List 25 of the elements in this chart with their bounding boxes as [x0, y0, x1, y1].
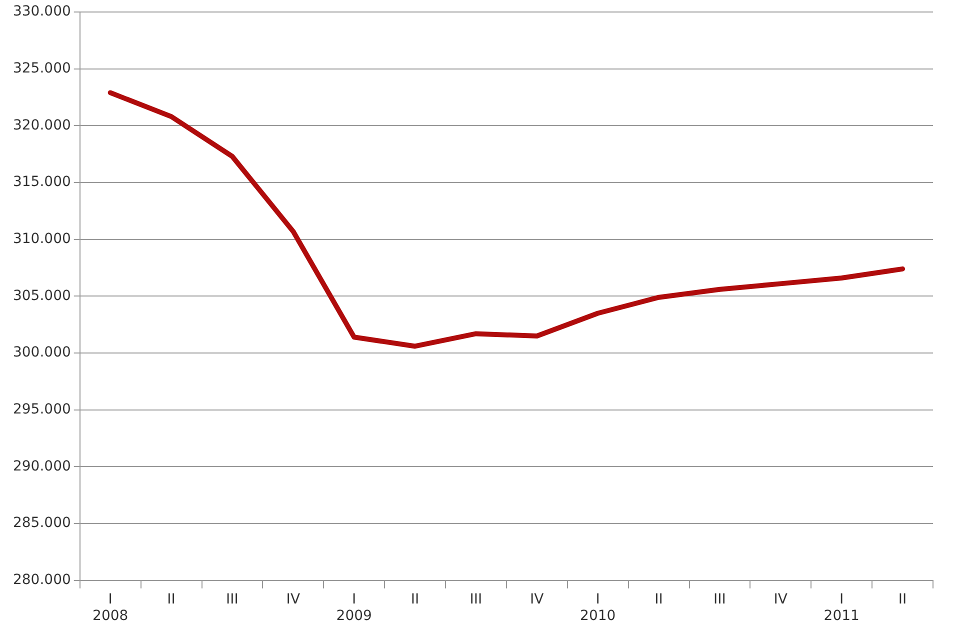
y-tick-label: 285.000 [12, 515, 71, 532]
x-tick-label: III [470, 591, 482, 608]
x-tick-label: II [654, 591, 663, 608]
y-tick-label: 295.000 [12, 402, 71, 418]
y-tick-label: 280.000 [12, 572, 71, 588]
x-tick-label: II [898, 591, 907, 608]
x-tick-label: IV [774, 591, 788, 608]
y-tick-label: 300.000 [12, 344, 71, 361]
x-tick-label: III [714, 591, 726, 608]
x-tick-label: IV [286, 591, 300, 608]
x-tick-label: I 2010 [580, 591, 616, 624]
x-tick-label: I 2008 [92, 591, 128, 624]
x-tick-label: II [410, 591, 420, 608]
x-tick-label: I 2009 [336, 591, 372, 624]
x-tick-label: II [167, 591, 176, 608]
y-tick-label: 320.000 [12, 117, 71, 134]
y-tick-label: 315.000 [12, 174, 71, 190]
y-tick-label: 325.000 [12, 60, 71, 76]
y-tick-label: 330.000 [12, 4, 71, 20]
x-tick-label: IV [530, 591, 544, 608]
y-tick-label: 310.000 [12, 231, 71, 247]
y-tick-label: 305.000 [12, 288, 71, 304]
x-tick-label: III [226, 591, 238, 608]
x-tick-label: I 2011 [824, 591, 860, 624]
y-tick-label: 290.000 [12, 458, 71, 474]
